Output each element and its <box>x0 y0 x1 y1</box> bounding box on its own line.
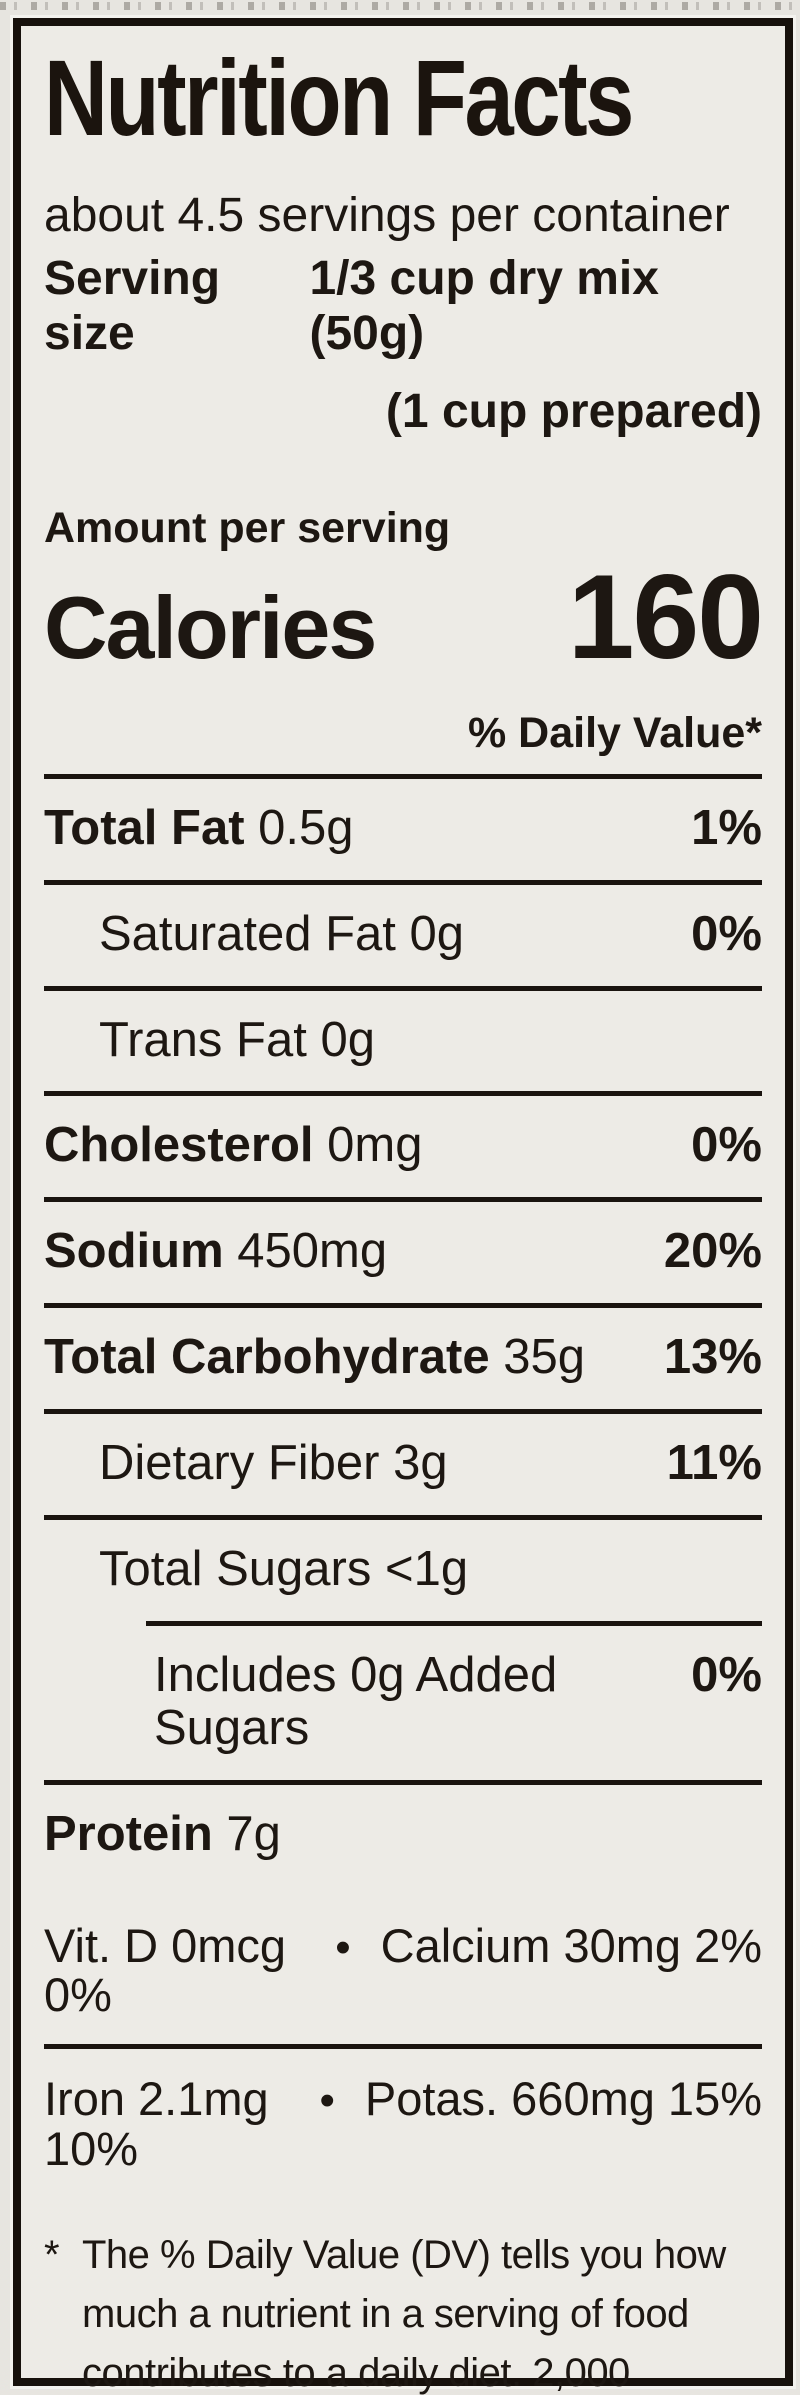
nutrient-amount: 0g <box>306 1012 375 1067</box>
nutrient-row: Total Sugars <1g <box>44 1515 762 1621</box>
nutrient-name: Trans Fat <box>99 1012 307 1067</box>
nutrient-daily-value: 0% <box>691 1118 762 1173</box>
amount-per-serving-label: Amount per serving <box>44 503 451 552</box>
cropped-print-remnant <box>0 2 800 10</box>
bullet-separator: • <box>319 2076 335 2126</box>
daily-value-header: % Daily Value* <box>468 708 762 757</box>
nutrient-amount: 0mg <box>313 1118 423 1173</box>
nutrition-facts-label: Nutrition Facts about 4.5 servings per c… <box>13 18 793 2395</box>
row-divider <box>44 1197 762 1203</box>
label-title: Nutrition Facts <box>44 37 634 158</box>
serving-size-label: Serving size <box>44 252 221 361</box>
footnote-asterisk: * <box>44 2233 60 2278</box>
micronutrient-row-block: Vit. D 0mcg 0% • Calcium 30mg 2% <box>44 1896 762 2045</box>
nutrient-name: Total Sugars <box>99 1542 372 1597</box>
label-content: Nutrition Facts about 4.5 servings per c… <box>21 26 785 2395</box>
serving-size-row: Serving size 1/3 cup dry mix (50g) <box>44 251 762 361</box>
nutrient-row: Protein 7g <box>44 1779 762 1886</box>
nutrient-amount: 0.5g <box>244 800 354 855</box>
bullet-separator: • <box>335 1922 351 1972</box>
micronutrient-row: Vit. D 0mcg 0% • Calcium 30mg 2% <box>44 1896 762 2045</box>
calories-value: 160 <box>567 549 764 684</box>
micronutrient-left: Iron 2.1mg 10% <box>44 2072 269 2175</box>
row-divider <box>44 1779 762 1785</box>
serving-size-prepared-note: (1 cup prepared) <box>385 384 762 438</box>
micronutrient-right: Potas. 660mg 15% <box>364 2072 762 2126</box>
micronutrient-left: Vit. D 0mcg 0% <box>44 1918 287 2022</box>
nutrient-amount: 7g <box>212 1806 281 1861</box>
nutrient-row: Total Carbohydrate 35g 13% <box>44 1303 762 1409</box>
micronutrient-row: Iron 2.1mg 10% • Potas. 660mg 15% <box>44 2049 762 2198</box>
nutrient-amount: 450mg <box>223 1224 388 1279</box>
nutrient-name: Total Carbohydrate <box>44 1330 490 1385</box>
nutrient-row: Saturated Fat 0g 0% <box>44 879 762 986</box>
calories-row: Calories 160 <box>44 549 764 684</box>
serving-size-value: 1/3 cup dry mix (50g) <box>309 252 659 361</box>
nutrient-amount: <1g <box>371 1542 469 1597</box>
nutrient-name: Cholesterol <box>44 1118 314 1173</box>
row-divider <box>44 1409 762 1415</box>
nutrient-daily-value: 0% <box>691 906 762 961</box>
servings-per-container: about 4.5 servings per container <box>44 189 730 242</box>
row-divider <box>44 879 762 885</box>
nutrient-name: Sodium <box>44 1224 224 1279</box>
nutrient-name: Protein <box>44 1806 213 1861</box>
nutrient-daily-value: 13% <box>663 1330 762 1385</box>
row-divider <box>146 1621 762 1626</box>
nutrient-daily-value: 0% <box>691 1648 762 1702</box>
nutrient-row: Cholesterol 0mg 0% <box>44 1091 762 1197</box>
nutrient-name: Dietary Fiber <box>99 1436 380 1491</box>
row-divider <box>44 1515 762 1521</box>
nutrient-row: Total Fat 0.5g 1% <box>44 773 762 880</box>
row-divider <box>44 1091 762 1097</box>
nutrient-table: Total Fat 0.5g 1% Saturated Fat 0g 0% <box>44 773 762 1886</box>
row-divider <box>44 773 762 779</box>
nutrient-name: Includes 0g Added Sugars <box>154 1648 558 1755</box>
row-divider <box>44 1303 762 1309</box>
nutrient-amount: 35g <box>489 1330 585 1385</box>
nutrient-amount: 0g <box>395 906 465 961</box>
micronutrient-right: Calcium 30mg 2% <box>380 1918 762 1972</box>
nutrient-row: Includes 0g Added Sugars 0% <box>44 1621 762 1780</box>
nutrient-daily-value: 11% <box>666 1436 762 1491</box>
micronutrient-table: Vit. D 0mcg 0% • Calcium 30mg 2% Iron 2.… <box>44 1896 762 2198</box>
micronutrient-row-block: Iron 2.1mg 10% • Potas. 660mg 15% <box>44 2044 762 2198</box>
daily-value-footnote: * The % Daily Value (DV) tells you how m… <box>44 2226 762 2395</box>
nutrient-row: Trans Fat 0g <box>44 985 762 1092</box>
footnote-text: The % Daily Value (DV) tells you how muc… <box>82 2233 726 2395</box>
nutrient-name: Total Fat <box>44 800 245 855</box>
row-divider <box>44 985 762 991</box>
calories-label: Calories <box>44 577 377 677</box>
nutrient-row: Dietary Fiber 3g 11% <box>44 1409 762 1515</box>
nutrient-name: Saturated Fat <box>99 906 396 961</box>
nutrient-daily-value: 1% <box>691 800 762 855</box>
nutrient-daily-value: 20% <box>663 1224 762 1279</box>
nutrient-amount: 3g <box>379 1436 448 1491</box>
row-divider <box>44 2044 762 2050</box>
nutrient-row: Sodium 450mg 20% <box>44 1197 762 1303</box>
